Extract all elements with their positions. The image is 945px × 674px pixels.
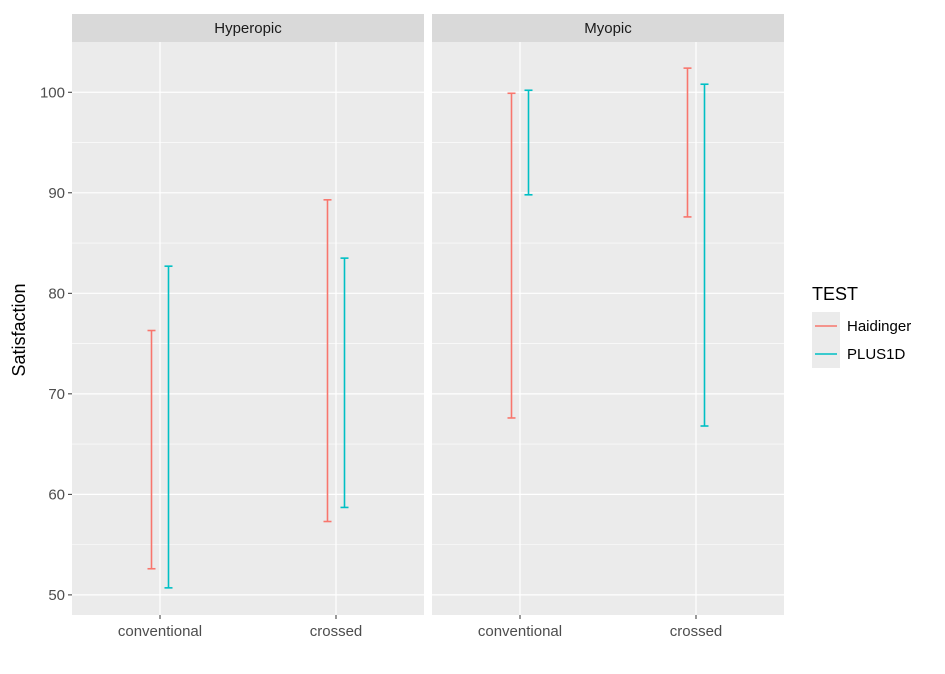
legend-label: Haidinger (847, 318, 911, 335)
panel-background (72, 42, 424, 615)
legend-item-plus1d: PLUS1D (812, 340, 906, 368)
errorbar-haidinger-myopic-conventional (507, 92, 516, 419)
errorbar-plus1d-myopic-conventional (524, 89, 533, 196)
legend: TEST Haidinger PLUS1D (812, 284, 911, 368)
legend-title: TEST (812, 284, 858, 304)
y-tick-label: 60 (48, 486, 65, 503)
facet-label-myopic: Myopic (584, 20, 632, 37)
y-tick-label: 70 (48, 386, 65, 403)
legend-item-haidinger: Haidinger (812, 312, 911, 340)
panel-background (432, 42, 784, 615)
y-tick-label: 100 (40, 84, 65, 101)
errorbar-plus1d-hyperopic-conventional (164, 265, 173, 589)
errorbar-haidinger-hyperopic-conventional (147, 329, 156, 570)
facet-strip-hyperopic (72, 14, 424, 42)
errorbar-haidinger-hyperopic-crossed (323, 199, 332, 523)
x-tick-label: crossed (670, 623, 723, 640)
x-tick-label: conventional (478, 623, 562, 640)
errorbar-plus1d-hyperopic-crossed (340, 257, 349, 509)
y-tick-label: 50 (48, 587, 65, 604)
errorbar-plus1d-myopic-crossed (700, 83, 709, 427)
errorbar-haidinger-myopic-crossed (683, 67, 692, 218)
facet-strip-myopic (432, 14, 784, 42)
facet-panel-hyperopic: Hyperopic conventional crossed (72, 14, 424, 640)
legend-label: PLUS1D (847, 346, 906, 363)
y-axis-title: Satisfaction (9, 283, 29, 376)
y-tick-label: 90 (48, 185, 65, 202)
y-tick-label: 80 (48, 285, 65, 302)
x-tick-label: conventional (118, 623, 202, 640)
x-tick-label: crossed (310, 623, 363, 640)
facet-label-hyperopic: Hyperopic (214, 20, 282, 37)
facet-panel-myopic: Myopic conventional crossed (432, 14, 784, 640)
